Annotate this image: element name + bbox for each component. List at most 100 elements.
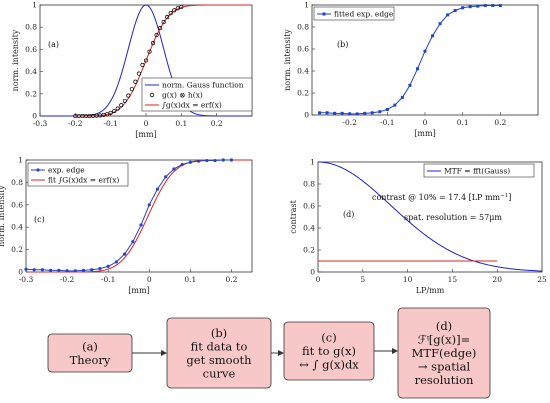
convolution-data-point [122, 98, 127, 103]
fitted-edge-data-point [415, 67, 419, 71]
y-tick-label: 1 [32, 1, 37, 10]
contrast-annotation-exponent: −1 [500, 193, 508, 199]
convolution-data-point [161, 20, 166, 25]
y-tick-label: 0.2 [25, 89, 37, 98]
exp-edge-data-point [32, 268, 36, 272]
chart-panel-a: -0.3 -0.2 -0.1 0 0.1 0.2 0 0.2 0.4 0.6 0.8 1 [mm] nor… [11, 1, 253, 139]
exp-edge-data-point [213, 158, 217, 163]
convolution-data-point [133, 79, 138, 84]
flow-box-text: (c) [321, 331, 336, 345]
fitted-edge-data-point [378, 110, 382, 114]
y-axis-label: contrast [289, 199, 298, 233]
convolution-data-point [140, 62, 145, 67]
x-tick-label: -0.3 [33, 119, 48, 128]
exp-edge-data-point [114, 260, 118, 264]
convolution-data-point [115, 106, 120, 111]
fitted-edge-data-point [355, 112, 359, 116]
legend-label: MTF = fft(Gauss) [444, 167, 510, 176]
x-tick-label: 0.2 [211, 119, 223, 128]
exp-edge-data-point [139, 223, 143, 227]
convolution-data-point [105, 112, 110, 117]
fitted-edge-data-point [461, 6, 465, 10]
y-tick-label: 0.8 [297, 23, 309, 32]
exp-edge-data-point [40, 268, 45, 272]
exp-edge-data-point [106, 264, 110, 268]
chart-panel-b: -0.2 -0.1 0 0.1 0.2 0 0.2 0.4 0.6 0.8 1 [mm] norm. i… [283, 1, 539, 138]
fitted-edge-data-point [453, 9, 457, 12]
x-axis-label: [mm] [414, 129, 435, 138]
fitted-edge-data-point [446, 13, 450, 17]
exp-edge-data-point [172, 167, 176, 171]
y-tick-label: 0 [18, 268, 23, 277]
y-tick-label: 0.8 [25, 23, 37, 32]
fitted-edge-data-point [363, 111, 367, 115]
fitted-edge-data-point [431, 34, 435, 38]
plot-area [317, 161, 543, 273]
legend-box [27, 162, 129, 187]
convolution-data-point [112, 109, 117, 114]
chart-panel-d: 0 5 10 15 20 25 0 0.2 0.4 0.6 0.8 1 LP/mm contrast MTF… [289, 158, 547, 296]
y-tick-label: 0.2 [303, 246, 315, 255]
legend-label: fit ∫G(x)dx = erf(x) [48, 176, 119, 185]
chart-panel-c: -0.3 -0.2 -0.1 0 0.1 0.2 0 0.2 0.4 0.6 0.8 1 [mm] nor… [0, 156, 253, 295]
flow-box [397, 307, 491, 399]
flow-box-text: → spatial [418, 360, 471, 374]
y-axis-label: norm. intensity [283, 29, 292, 91]
flow-box-text: resolution [415, 373, 474, 387]
x-tick-label: -0.3 [19, 275, 34, 284]
flow-box-text: get smooth [186, 353, 252, 367]
x-tick-label: 0 [316, 275, 321, 284]
exp-edge-data-point [205, 158, 209, 163]
exp-edge-data-point [221, 158, 225, 162]
legend-box [423, 163, 535, 178]
exp-edge-data-point [155, 187, 160, 191]
fitted-edge-data-point [340, 111, 344, 115]
resolution-annotation: spat. resolution = 57μm [404, 213, 502, 222]
exp-edge-data-point [164, 175, 168, 179]
x-tick-label: 5 [360, 275, 365, 284]
exp-edge-data-point [131, 240, 135, 244]
x-tick-label: 15 [448, 275, 458, 284]
y-tick-label: 1 [310, 158, 315, 167]
flow-step-3: (c)fit to g(x)↔ ∫ g(x)dx [283, 321, 375, 381]
fitted-edge-data-point [498, 4, 502, 8]
convolution-data-point [129, 87, 134, 92]
x-tick-label: 0.1 [457, 118, 469, 127]
fitted-edge-data-point [408, 83, 412, 87]
legend-box [141, 77, 253, 112]
fitted-edge-data-point [333, 111, 337, 115]
exp-edge-data-point [57, 268, 61, 272]
convolution-data-point [172, 8, 177, 13]
legend-label: exp. edge [48, 166, 85, 175]
x-tick-label: 0.1 [184, 275, 196, 284]
x-tick-label: -0.2 [342, 118, 357, 127]
legend-swatch [149, 92, 155, 98]
exp-edge-data-point [123, 252, 127, 256]
fitted-edge-data-point [385, 108, 389, 111]
y-tick-label: 0 [32, 112, 37, 121]
fitted-edge-data-point [423, 49, 427, 53]
x-tick-label: 0 [144, 119, 149, 128]
x-tick-label: 0 [147, 275, 152, 284]
y-tick-label: 0.8 [11, 178, 23, 187]
legend-label: g(x) ⊗ h(x) [162, 91, 203, 100]
fitted-edge-data-point [370, 111, 374, 115]
x-axis-label: [mm] [128, 286, 149, 295]
exp-edge-data-point [98, 267, 102, 271]
fitted-edge-data-point [483, 4, 487, 8]
x-tick-label: -0.2 [68, 119, 83, 128]
fitted-edge-data-point [318, 111, 322, 115]
y-tick-label: 0.4 [11, 223, 23, 232]
convolution-data-point [165, 15, 170, 20]
y-tick-label: 0.6 [11, 200, 23, 209]
mtf-series-line [317, 161, 543, 272]
convolution-data-point [168, 11, 173, 16]
y-axis-label: norm. intensity [0, 185, 6, 247]
exp-edge-data-point [49, 268, 53, 272]
flow-step-1: (a)Theory [47, 333, 133, 373]
x-tick-label: 10 [403, 275, 413, 284]
convolution-data-point [136, 71, 141, 76]
